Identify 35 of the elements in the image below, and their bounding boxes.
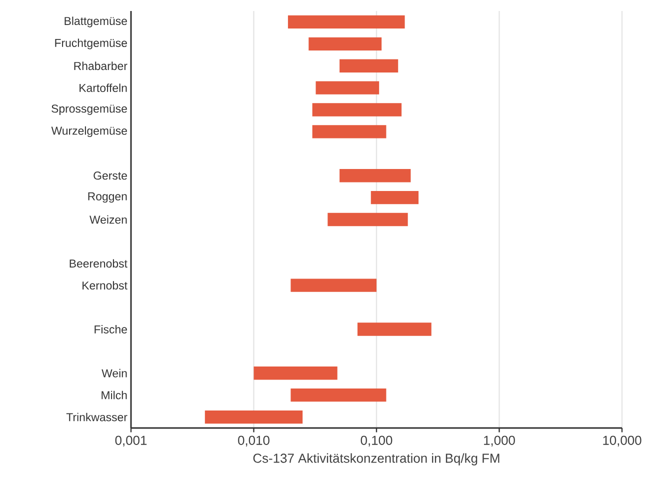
bar: [370, 190, 419, 204]
bar: [316, 81, 380, 94]
y-tick-label: Trinkwasser: [66, 412, 128, 422]
y-tick-label: Milch: [102, 390, 127, 400]
y-tick-label: Blattgemüse: [64, 16, 127, 28]
x-tick-label: 0,001: [115, 436, 147, 446]
x-tick-label: 0,010: [238, 436, 270, 446]
x-tick-label: 1,000: [484, 436, 515, 446]
bar: [312, 103, 402, 116]
bar: [254, 366, 338, 380]
y-tick-label: Sprossgemüse: [52, 104, 127, 115]
y-tick-label: Beerenobst: [70, 259, 128, 268]
y-tick-label: Wurzelgemüse: [51, 126, 127, 138]
bar: [357, 322, 432, 336]
x-axis-title: Cs-137 Aktivitätskonzentration in Bq/kg FM: [253, 453, 500, 466]
bar: [308, 37, 382, 51]
bar: [290, 388, 386, 402]
bar: [290, 278, 376, 292]
y-tick-label: Rhabarber: [74, 62, 128, 70]
bar: [340, 169, 411, 182]
y-tick-label: Fische: [94, 325, 127, 334]
y-tick-label: Kartoffeln: [80, 84, 127, 92]
x-tick-label: 0,100: [360, 436, 392, 446]
bar: [312, 125, 386, 138]
y-tick-label: Gerste: [94, 172, 127, 180]
y-tick-label: Weizen: [90, 215, 127, 224]
y-tick-label: Wein: [102, 368, 127, 378]
bar: [340, 59, 398, 72]
y-tick-label: Kernobst: [82, 281, 128, 290]
y-tick-label: Fruchtgemüse: [55, 38, 127, 50]
x-tick-label: 10,000: [603, 436, 642, 446]
bar: [328, 212, 408, 226]
y-tick-label: Roggen: [88, 192, 127, 203]
bar: [288, 15, 405, 29]
bar: [204, 410, 303, 424]
